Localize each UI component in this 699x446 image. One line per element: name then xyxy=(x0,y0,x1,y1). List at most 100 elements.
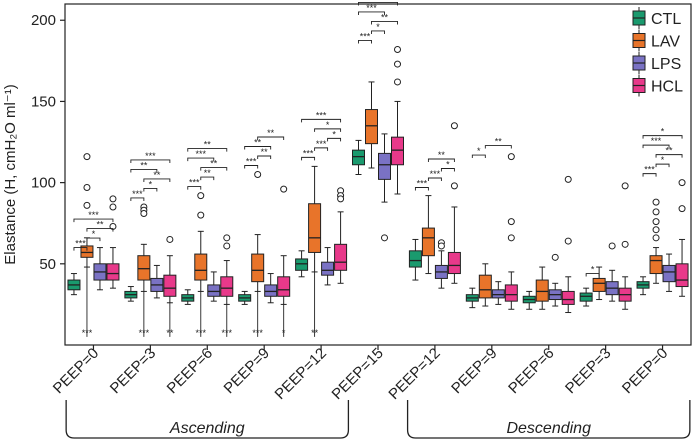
significance-bracket: ** xyxy=(130,160,158,173)
box-hcl xyxy=(675,179,689,297)
legend-item-hcl: HCL xyxy=(632,74,683,97)
bottom-star-label: *** xyxy=(222,328,233,338)
phase-label: Ascending xyxy=(169,420,245,437)
bracket-line xyxy=(244,146,272,150)
bottom-star-label: ** xyxy=(311,328,319,338)
bracket-line xyxy=(257,155,272,159)
significance-bracket: ** xyxy=(655,146,683,158)
bracket-label: ** xyxy=(210,159,218,169)
bracket-label: ** xyxy=(140,160,148,170)
box-body xyxy=(194,253,208,281)
y-tick-label: 200 xyxy=(31,12,56,29)
bracket-label: *** xyxy=(75,239,86,249)
significance-bracket: *** xyxy=(301,110,342,123)
box-hcl xyxy=(561,175,575,314)
box-body xyxy=(447,251,461,275)
x-tick-label: PEEP=12 xyxy=(272,345,330,403)
box-hcl xyxy=(163,235,177,304)
box-body xyxy=(662,264,676,283)
bracket-line xyxy=(327,137,342,142)
legend-label: LPS xyxy=(651,56,681,73)
box-lps xyxy=(321,247,335,286)
significance-bracket: * xyxy=(585,265,600,277)
significance-bracket: *** xyxy=(73,210,114,223)
bracket-line xyxy=(358,40,372,44)
significance-bracket: *** xyxy=(358,0,398,6)
significance-bracket: *** xyxy=(642,136,670,149)
bracket-label: *** xyxy=(417,178,428,188)
box-body xyxy=(649,255,663,275)
box-body xyxy=(308,203,322,253)
box-body xyxy=(334,243,348,271)
x-tick-label: PEEP=9 xyxy=(448,345,500,397)
bracket-label: * xyxy=(326,120,330,130)
outlier-point xyxy=(437,242,445,250)
y-tick-label: 50 xyxy=(39,256,56,273)
outlier-point xyxy=(450,182,458,190)
phase-bracket-line xyxy=(65,400,350,439)
box-body xyxy=(491,289,505,299)
bracket-label: *** xyxy=(644,165,655,175)
box-body xyxy=(535,279,549,302)
x-tick-label: PEEP=6 xyxy=(164,345,216,397)
bottom-significance: *** xyxy=(196,291,207,338)
bracket-line xyxy=(642,135,683,139)
outlier-point xyxy=(83,201,91,209)
box-ctl xyxy=(352,139,365,175)
box-body xyxy=(106,263,120,281)
significance-bracket: *** xyxy=(73,239,88,251)
bracket-label: *** xyxy=(303,148,314,158)
box-body xyxy=(592,277,606,292)
bracket-line xyxy=(130,159,171,163)
outlier-point xyxy=(223,242,231,250)
outlier-point xyxy=(223,234,231,242)
outlier-point xyxy=(652,218,660,226)
significance-bracket: *** xyxy=(130,151,171,163)
outlier-point xyxy=(678,205,686,213)
bracket-label: * xyxy=(92,229,96,239)
box-lav xyxy=(365,81,378,169)
outlier-point xyxy=(254,171,262,178)
bracket-line xyxy=(471,154,486,159)
box-lav xyxy=(194,192,208,292)
significance-bracket: * xyxy=(314,120,342,132)
significance-bracket: *** xyxy=(244,157,259,169)
box-ctl xyxy=(465,287,479,309)
box-ctl xyxy=(67,273,81,296)
box-body xyxy=(80,245,94,258)
bracket-line xyxy=(655,154,683,158)
outlier-point xyxy=(551,253,559,261)
bracket-label: * xyxy=(591,265,595,275)
bracket-label: ** xyxy=(254,138,262,148)
box-lps xyxy=(434,239,448,289)
bracket-label: ** xyxy=(153,170,161,180)
significance-bracket: ** xyxy=(257,128,285,140)
bracket-line xyxy=(200,167,228,171)
significance-bracket: * xyxy=(642,127,683,139)
bracket-line xyxy=(187,157,215,162)
outlier-point xyxy=(652,234,660,242)
box-hcl xyxy=(504,153,518,310)
box-lav xyxy=(421,195,435,275)
box-body xyxy=(277,276,291,297)
box-body xyxy=(220,276,234,297)
box-body xyxy=(295,258,309,271)
legend-item-lps: LPS xyxy=(632,52,681,74)
bracket-label: ** xyxy=(204,168,212,178)
box-ctl xyxy=(522,290,536,310)
outlier-point xyxy=(83,183,91,191)
significance-bracket: * xyxy=(86,229,101,242)
bracket-line xyxy=(130,197,145,201)
outlier-point xyxy=(109,195,117,203)
significance-bracket: ** xyxy=(244,138,272,150)
outlier-point xyxy=(197,192,205,200)
bracket-label: *** xyxy=(373,0,384,3)
bracket-label: *** xyxy=(145,151,156,161)
x-tick-label: PEEP=6 xyxy=(505,345,557,397)
bottom-star-label: *** xyxy=(82,328,93,338)
box-lav xyxy=(478,263,492,307)
bracket-line xyxy=(187,186,202,190)
box-ctl xyxy=(579,287,593,307)
box-ctl xyxy=(124,286,138,302)
x-tick-label: PEEP=0 xyxy=(50,345,102,397)
